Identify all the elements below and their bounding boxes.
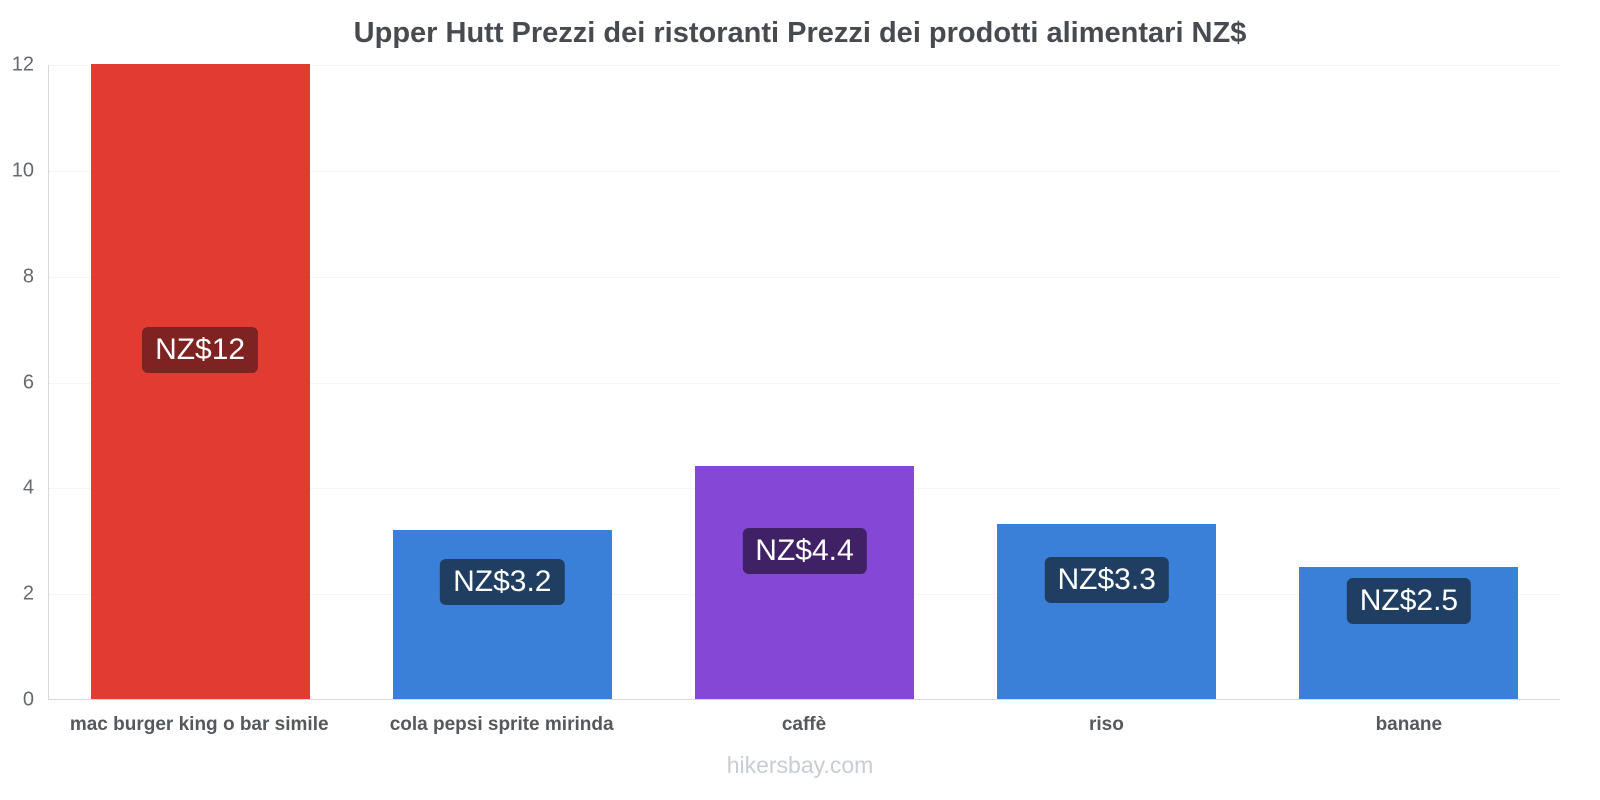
bar: NZ$3.2 xyxy=(392,529,612,699)
bar-value-label: NZ$12 xyxy=(142,326,259,373)
bars-container: NZ$12 NZ$3.2 NZ$4.4 NZ$3.3 NZ$2.5 xyxy=(49,64,1560,699)
y-tick-label: 2 xyxy=(22,582,34,605)
y-tick-label: 12 xyxy=(11,53,34,76)
gridline xyxy=(49,170,1560,172)
bar: NZ$4.4 xyxy=(694,466,915,699)
y-tick-label: 10 xyxy=(11,159,34,182)
bar-value-label: NZ$3.2 xyxy=(440,559,565,606)
bar: NZ$12 xyxy=(90,64,310,699)
bar: NZ$3.3 xyxy=(997,524,1217,699)
x-category-label: mac burger king o bar simile xyxy=(69,714,329,735)
bar-slot: NZ$3.3 xyxy=(956,65,1258,699)
bar-value-label: NZ$3.3 xyxy=(1044,556,1169,603)
bar: NZ$2.5 xyxy=(1299,566,1519,699)
x-category-label: riso xyxy=(1088,714,1124,735)
bar-slot: NZ$12 xyxy=(49,64,351,699)
gridline xyxy=(49,65,1560,66)
x-axis-labels: mac burger king o bar simile cola pepsi s… xyxy=(48,714,1560,736)
footer-watermark: hikersbay.com xyxy=(726,752,874,778)
bar-value-label: NZ$4.4 xyxy=(742,527,867,574)
y-tick-label: 6 xyxy=(22,371,34,393)
x-category-label: cola pepsi sprite mirinda xyxy=(389,714,614,735)
bar-value-label: NZ$2.5 xyxy=(1346,577,1472,624)
y-tick-label: 4 xyxy=(22,476,34,499)
gridline xyxy=(49,276,1560,278)
y-tick-label: 8 xyxy=(22,265,34,288)
bar-slot: NZ$2.5 xyxy=(1258,65,1560,699)
chart-title: Upper Hutt Prezzi dei ristoranti Prezzi … xyxy=(353,17,1247,49)
y-tick-label: 0 xyxy=(22,688,34,711)
y-axis: 0 2 4 6 8 10 12 xyxy=(0,54,40,711)
bar-slot: NZ$4.4 xyxy=(653,65,955,699)
x-category-label: banane xyxy=(1375,714,1443,735)
bar-slot: NZ$3.2 xyxy=(351,65,653,699)
x-category-label: caffè xyxy=(781,714,827,735)
gridline xyxy=(49,382,1560,384)
plot-area: NZ$12 NZ$3.2 NZ$4.4 NZ$3.3 NZ$2.5 xyxy=(48,64,1560,700)
